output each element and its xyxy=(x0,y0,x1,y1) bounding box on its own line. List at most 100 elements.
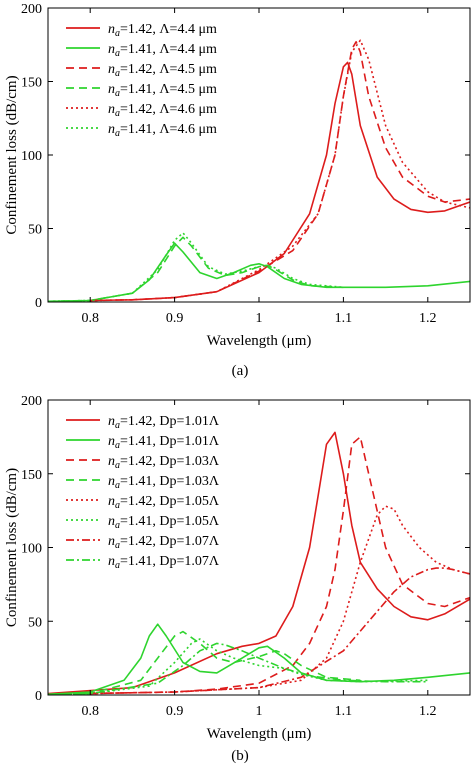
legend-label: =1.41, Dp=1.01Λ xyxy=(120,434,220,449)
y-tick-label: 100 xyxy=(21,542,42,557)
legend-entry-1: na=1.42, Λ=4.4 μm xyxy=(108,22,217,39)
series-line-5 xyxy=(90,39,470,302)
legend-label: =1.41, Dp=1.03Λ xyxy=(120,474,220,489)
legend-label: =1.41, Dp=1.05Λ xyxy=(120,514,220,529)
x-tick-label: 1.1 xyxy=(335,704,353,719)
y-tick-label: 200 xyxy=(21,394,42,409)
legend-n: n xyxy=(108,514,115,529)
x-tick-label: 0.9 xyxy=(166,311,184,326)
panel-caption: (b) xyxy=(231,748,249,764)
legend-n: n xyxy=(108,554,115,569)
legend-subscript: a xyxy=(115,68,120,79)
legend-entry-6: na=1.41, Λ=4.6 μm xyxy=(108,122,217,139)
legend-label: =1.42, Dp=1.01Λ xyxy=(120,414,220,429)
legend-entry-7: na=1.42, Dp=1.07Λ xyxy=(108,534,220,551)
legend-label: =1.41, Λ=4.5 μm xyxy=(120,82,217,97)
y-tick-label: 0 xyxy=(35,689,42,704)
series-line-1 xyxy=(90,61,470,302)
series-group xyxy=(48,39,470,302)
x-tick-label: 0.9 xyxy=(166,704,184,719)
legend-label: =1.41, Dp=1.07Λ xyxy=(120,554,220,569)
y-axis-title: Confinement loss (dB/cm) xyxy=(4,75,20,234)
legend-entry-8: na=1.41, Dp=1.07Λ xyxy=(108,554,220,571)
x-axis-title: Wavelength (μm) xyxy=(207,333,312,349)
y-tick-label: 150 xyxy=(21,76,42,91)
x-tick-label: 1.2 xyxy=(419,311,437,326)
legend-subscript: a xyxy=(115,540,120,551)
legend-subscript: a xyxy=(115,480,120,491)
legend-label: =1.42, Dp=1.05Λ xyxy=(120,494,220,509)
series-line-1 xyxy=(48,431,470,695)
y-tick-label: 150 xyxy=(21,468,42,483)
legend-entry-6: na=1.41, Dp=1.05Λ xyxy=(108,514,220,531)
series-line-8 xyxy=(48,642,428,695)
y-tick-label: 50 xyxy=(28,615,42,630)
legend-n: n xyxy=(108,22,115,37)
legend-n: n xyxy=(108,82,115,97)
series-line-3 xyxy=(90,436,470,695)
legend-label: =1.42, Λ=4.6 μm xyxy=(120,102,217,117)
x-tick-label: 1 xyxy=(256,704,263,719)
y-tick-label: 0 xyxy=(35,296,42,311)
legend-subscript: a xyxy=(115,48,120,59)
y-tick-label: 100 xyxy=(21,149,42,164)
legend-entry-5: na=1.42, Dp=1.05Λ xyxy=(108,494,220,511)
x-tick-label: 0.8 xyxy=(81,704,99,719)
legend-n: n xyxy=(108,494,115,509)
legend-subscript: a xyxy=(115,88,120,99)
x-axis-title: Wavelength (μm) xyxy=(207,726,312,742)
legend-label: =1.42, Dp=1.07Λ xyxy=(120,534,220,549)
legend-entry-2: na=1.41, Λ=4.4 μm xyxy=(108,42,217,59)
y-axis-title: Confinement loss (dB/cm) xyxy=(4,468,20,627)
chart-panel-a: 0.8 0.9 1 1.1 1.2 0 50 100 150 200 Wavelength (μm)… xyxy=(4,2,471,379)
series-group xyxy=(48,431,470,695)
legend-entry-2: na=1.41, Dp=1.01Λ xyxy=(108,434,220,451)
legend-label: =1.42, Λ=4.4 μm xyxy=(120,22,217,37)
legend-label: =1.41, Λ=4.6 μm xyxy=(120,122,217,137)
legend-label: =1.42, Λ=4.5 μm xyxy=(120,62,217,77)
y-tick-label: 50 xyxy=(28,223,42,238)
legend-n: n xyxy=(108,62,115,77)
y-tick-label: 200 xyxy=(21,2,42,17)
panel-caption: (a) xyxy=(232,363,249,379)
series-line-6 xyxy=(48,638,428,695)
legend-entry-1: na=1.42, Dp=1.01Λ xyxy=(108,414,220,431)
legend-n: n xyxy=(108,414,115,429)
legend-label: =1.41, Λ=4.4 μm xyxy=(120,42,217,57)
series-line-4 xyxy=(48,236,344,302)
series-line-6 xyxy=(48,232,344,302)
legend-subscript: a xyxy=(115,520,120,531)
chart-panel-b: 0.8 0.9 1 1.1 1.2 0 50 100 150 200 Wavelength (μm)… xyxy=(4,394,471,764)
legend-label: =1.42, Dp=1.03Λ xyxy=(120,454,220,469)
legend-n: n xyxy=(108,102,115,117)
x-tick-label: 1.2 xyxy=(419,704,437,719)
legend-subscript: a xyxy=(115,420,120,431)
legend-subscript: a xyxy=(115,128,120,139)
x-tick-label: 1 xyxy=(256,311,263,326)
series-line-7 xyxy=(90,567,470,695)
legend-entry-4: na=1.41, Λ=4.5 μm xyxy=(108,82,217,99)
legend-n: n xyxy=(108,122,115,137)
legend-entry-5: na=1.42, Λ=4.6 μm xyxy=(108,102,217,119)
legend-n: n xyxy=(108,454,115,469)
legend-subscript: a xyxy=(115,108,120,119)
legend-entry-3: na=1.42, Dp=1.03Λ xyxy=(108,454,220,471)
legend-n: n xyxy=(108,434,115,449)
series-line-3 xyxy=(90,41,470,302)
x-tick-label: 1.1 xyxy=(335,311,353,326)
legend-n: n xyxy=(108,534,115,549)
legend-subscript: a xyxy=(115,440,120,451)
legend-entry-4: na=1.41, Dp=1.03Λ xyxy=(108,474,220,491)
legend-subscript: a xyxy=(115,460,120,471)
legend-entry-3: na=1.42, Λ=4.5 μm xyxy=(108,62,217,79)
series-line-4 xyxy=(48,630,361,695)
legend-n: n xyxy=(108,42,115,57)
legend-subscript: a xyxy=(115,28,120,39)
legend-n: n xyxy=(108,474,115,489)
legend-subscript: a xyxy=(115,560,120,571)
x-tick-label: 0.8 xyxy=(81,311,99,326)
